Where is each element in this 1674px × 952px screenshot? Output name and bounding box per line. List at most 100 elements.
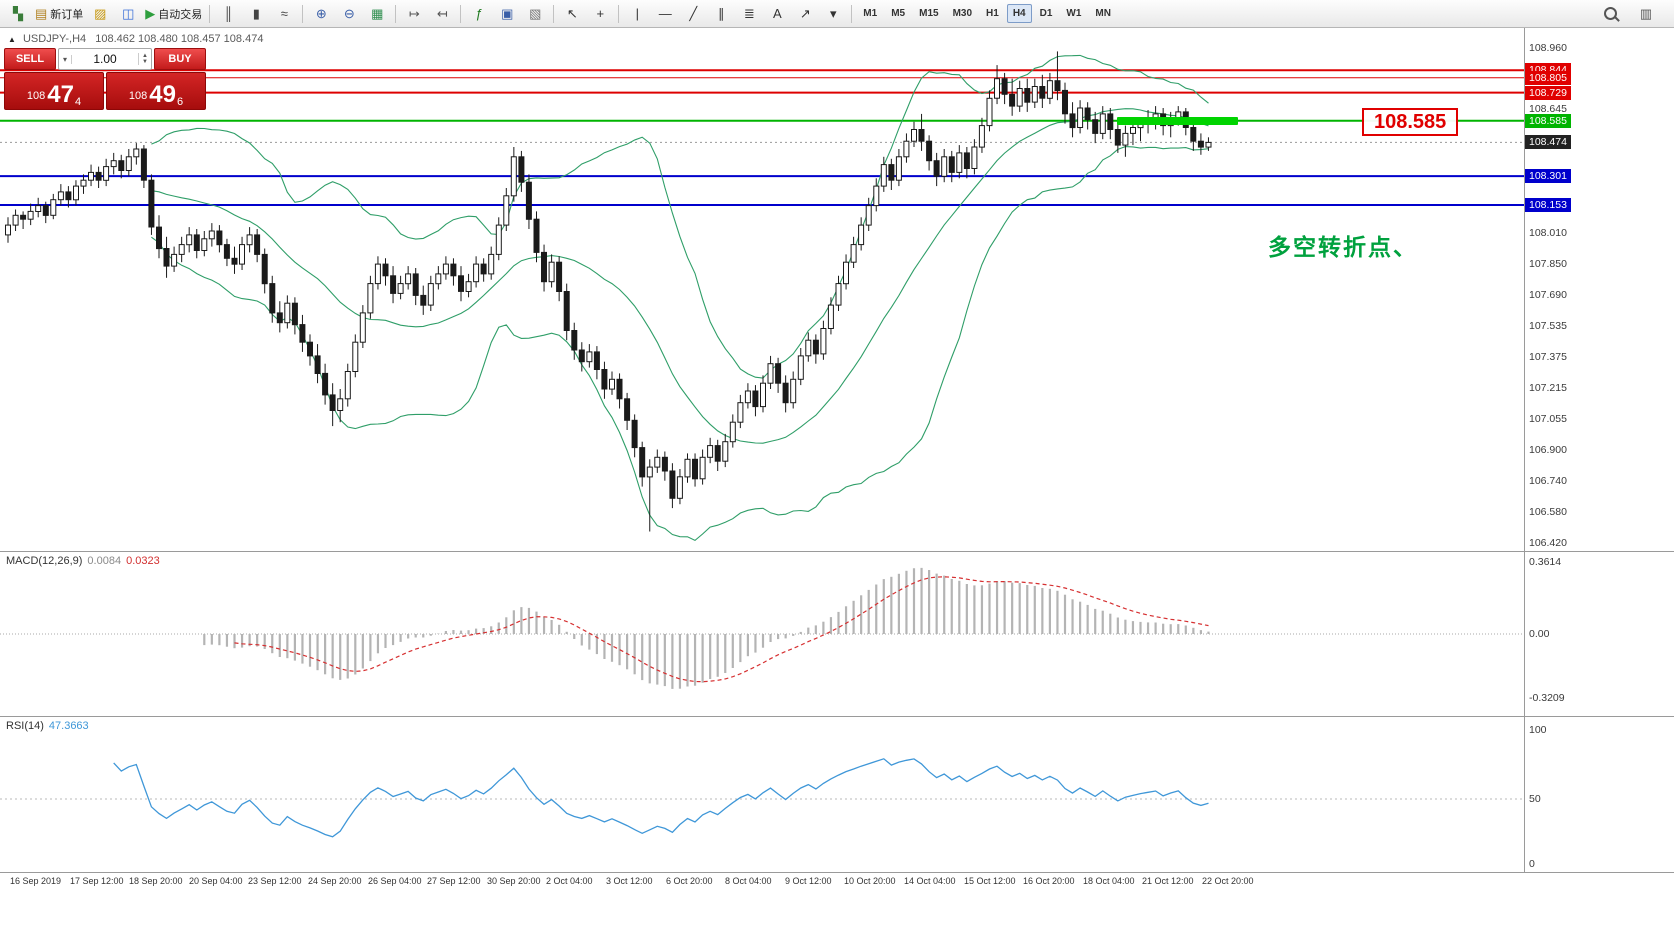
text-label-button[interactable]: A (763, 2, 791, 26)
autotrading-button[interactable]: ▶ 自动交易 (142, 2, 205, 26)
indicators-button[interactable]: ƒ (465, 2, 493, 26)
search-icon (1603, 7, 1617, 20)
timeframe-w1-button[interactable]: W1 (1066, 8, 1082, 19)
line-chart-type-button[interactable]: ≈ (270, 2, 298, 26)
more-tools-button[interactable]: ▾ (819, 2, 847, 26)
arrows-button[interactable]: ↗ (791, 2, 819, 26)
time-axis-label: 3 Oct 12:00 (606, 876, 653, 886)
lot-spinner[interactable]: ▲ ▼ (138, 53, 151, 65)
new-chart-icon: ▚ (13, 6, 23, 21)
chart-window: ▲ USDJPY-,H4 108.462 108.480 108.457 108… (0, 28, 1674, 952)
sell-price-base: 108 (26, 90, 46, 102)
time-axis-label: 30 Sep 20:00 (487, 876, 541, 886)
rsi-indicator-label: RSI(14) 47.3663 (6, 720, 89, 732)
toolbar-separator (851, 4, 853, 23)
toolbar: ▚ ▤ 新订单 ▨ ◫ ▶ 自动交易 ║ ▮ ≈ ⊕ ⊖ ▦ ↦ ↤ ƒ ▣ ▧ ↖ + | — ╱ ∥ ≣ A ↗ ▾ M1 M5 M15… (0, 0, 1674, 28)
zoom-out-button[interactable]: ⊖ (335, 2, 363, 26)
macd-indicator-label: MACD(12,26,9) 0.0084 0.0323 (6, 555, 160, 567)
lot-size-control[interactable]: ▾ 1.00 ▲ ▼ (58, 48, 152, 70)
price-axis-label-108.153: 108.153 (1525, 198, 1571, 212)
time-axis-label: 16 Oct 20:00 (1023, 876, 1075, 886)
equidistant-channel-button[interactable]: ∥ (707, 2, 735, 26)
green-trend-segment[interactable] (1117, 117, 1238, 125)
time-axis-label: 27 Sep 12:00 (427, 876, 481, 886)
time-axis-label: 21 Oct 12:00 (1142, 876, 1194, 886)
indicators-icon: ƒ (475, 6, 483, 21)
panel-separator[interactable] (0, 551, 1674, 552)
collapse-icon[interactable]: ▲ (8, 35, 16, 44)
price-axis-label-107.375: 107.375 (1529, 351, 1567, 363)
panel-separator[interactable] (0, 716, 1674, 717)
new-order-icon: ▤ (35, 6, 48, 21)
market-watch-button[interactable]: ◫ (114, 2, 142, 26)
spinner-down-icon[interactable]: ▼ (142, 59, 148, 65)
price-level-label-object[interactable]: 108.585 (1362, 108, 1459, 136)
more-tools-icon: ▾ (830, 6, 837, 21)
autotrading-label: 自动交易 (158, 8, 203, 21)
zoom-out-icon: ⊖ (343, 6, 355, 21)
timeframe-m30-button[interactable]: M30 (952, 8, 973, 19)
toolbar-separator (302, 4, 304, 23)
horizontal-line-button[interactable]: — (651, 2, 679, 26)
trendline-button[interactable]: ╱ (679, 2, 707, 26)
tile-windows-button[interactable]: ▦ (363, 2, 391, 26)
price-axis-label-108.010: 108.010 (1529, 227, 1567, 239)
toolbar-separator (460, 4, 462, 23)
timeframe-m15-button[interactable]: M15 (919, 8, 939, 19)
timeframe-mn-button[interactable]: MN (1095, 8, 1111, 19)
buy-price-pip: 6 (176, 96, 184, 108)
fibonacci-button[interactable]: ≣ (735, 2, 763, 26)
bar-chart-type-button[interactable]: ║ (214, 2, 242, 26)
new-order-button[interactable]: ▤ 新订单 (32, 2, 86, 26)
search-button[interactable] (1596, 2, 1624, 26)
new-chart-button[interactable]: ▚ (4, 2, 32, 26)
templates-icon: ▧ (529, 6, 542, 21)
buy-button[interactable]: BUY (154, 48, 206, 70)
price-axis-label-108.585: 108.585 (1525, 114, 1571, 128)
timeframe-h1-button[interactable]: H1 (986, 8, 999, 19)
sell-price[interactable]: 108 47 4 (4, 72, 104, 110)
rsi-axis-label-100: 100 (1529, 724, 1547, 736)
crosshair-button[interactable]: + (586, 2, 614, 26)
lot-dropdown-icon[interactable]: ▾ (59, 54, 73, 64)
timeframe-m5-button[interactable]: M5 (891, 8, 906, 19)
time-axis-label: 18 Oct 04:00 (1083, 876, 1135, 886)
buy-price-big: 49 (149, 81, 176, 108)
zoom-in-button[interactable]: ⊕ (307, 2, 335, 26)
spinner-up-icon[interactable]: ▲ (142, 53, 148, 59)
buy-price[interactable]: 108 49 6 (106, 72, 206, 110)
vertical-line-button[interactable]: | (623, 2, 651, 26)
timeframe-h4-button[interactable]: H4 (1006, 4, 1032, 23)
rsi-panel-canvas[interactable] (0, 716, 1524, 872)
chart-shift-button[interactable]: ↤ (428, 2, 456, 26)
fibonacci-icon: ≣ (743, 6, 755, 21)
lot-size-value[interactable]: 1.00 (93, 52, 117, 66)
macd-panel-canvas[interactable] (0, 551, 1524, 716)
price-axis-label-108.729: 108.729 (1525, 86, 1571, 100)
candlestick-type-button[interactable]: ▮ (242, 2, 270, 26)
chart-text-annotation[interactable]: 多空转折点、 (1268, 234, 1418, 260)
toolbar-separator (618, 4, 620, 23)
auto-scroll-button[interactable]: ↦ (400, 2, 428, 26)
zoom-in-icon: ⊕ (315, 6, 327, 21)
price-chart-canvas[interactable] (0, 28, 1524, 551)
data-window-icon: ▥ (1639, 6, 1653, 21)
timeframe-d1-button[interactable]: D1 (1039, 8, 1053, 19)
cursor-button[interactable]: ↖ (558, 2, 586, 26)
periods-button[interactable]: ▣ (493, 2, 521, 26)
time-axis-label: 17 Sep 12:00 (70, 876, 124, 886)
data-window-button[interactable]: ▥ (1632, 2, 1660, 26)
templates-button[interactable]: ▧ (521, 2, 549, 26)
chart-title: ▲ USDJPY-,H4 108.462 108.480 108.457 108… (8, 33, 263, 45)
sell-button[interactable]: SELL (4, 48, 56, 70)
chart-profiles-button[interactable]: ▨ (86, 2, 114, 26)
macd-value-2: 0.0323 (126, 555, 160, 567)
time-axis-label: 20 Sep 04:00 (189, 876, 243, 886)
time-axis-label: 22 Oct 20:00 (1202, 876, 1254, 886)
timeframe-m1-button[interactable]: M1 (863, 8, 878, 19)
horizontal-line-icon: — (658, 6, 672, 21)
line-chart-type-icon: ≈ (280, 6, 288, 21)
time-axis-label: 23 Sep 12:00 (248, 876, 302, 886)
toolbar-separator (209, 4, 211, 23)
